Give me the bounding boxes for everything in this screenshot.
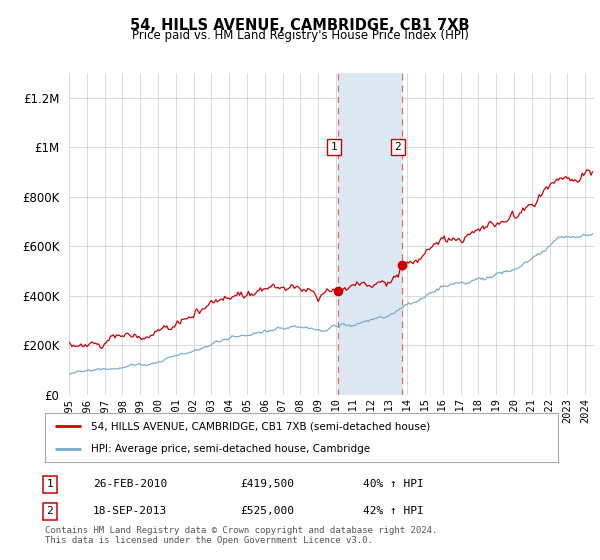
Text: 2: 2	[395, 142, 401, 152]
Text: 54, HILLS AVENUE, CAMBRIDGE, CB1 7XB (semi-detached house): 54, HILLS AVENUE, CAMBRIDGE, CB1 7XB (se…	[91, 421, 430, 431]
Text: Contains HM Land Registry data © Crown copyright and database right 2024.
This d: Contains HM Land Registry data © Crown c…	[45, 526, 437, 545]
Bar	[338, 73, 402, 395]
Text: 42% ↑ HPI: 42% ↑ HPI	[363, 506, 424, 516]
Text: 54, HILLS AVENUE, CAMBRIDGE, CB1 7XB: 54, HILLS AVENUE, CAMBRIDGE, CB1 7XB	[130, 18, 470, 33]
Text: £525,000: £525,000	[240, 506, 294, 516]
Text: 1: 1	[46, 479, 53, 489]
Text: 26-FEB-2010: 26-FEB-2010	[93, 479, 167, 489]
Text: 1: 1	[331, 142, 337, 152]
Text: 40% ↑ HPI: 40% ↑ HPI	[363, 479, 424, 489]
Text: 2: 2	[46, 506, 53, 516]
Text: Price paid vs. HM Land Registry's House Price Index (HPI): Price paid vs. HM Land Registry's House …	[131, 29, 469, 42]
Text: 18-SEP-2013: 18-SEP-2013	[93, 506, 167, 516]
Text: £419,500: £419,500	[240, 479, 294, 489]
Text: HPI: Average price, semi-detached house, Cambridge: HPI: Average price, semi-detached house,…	[91, 444, 370, 454]
